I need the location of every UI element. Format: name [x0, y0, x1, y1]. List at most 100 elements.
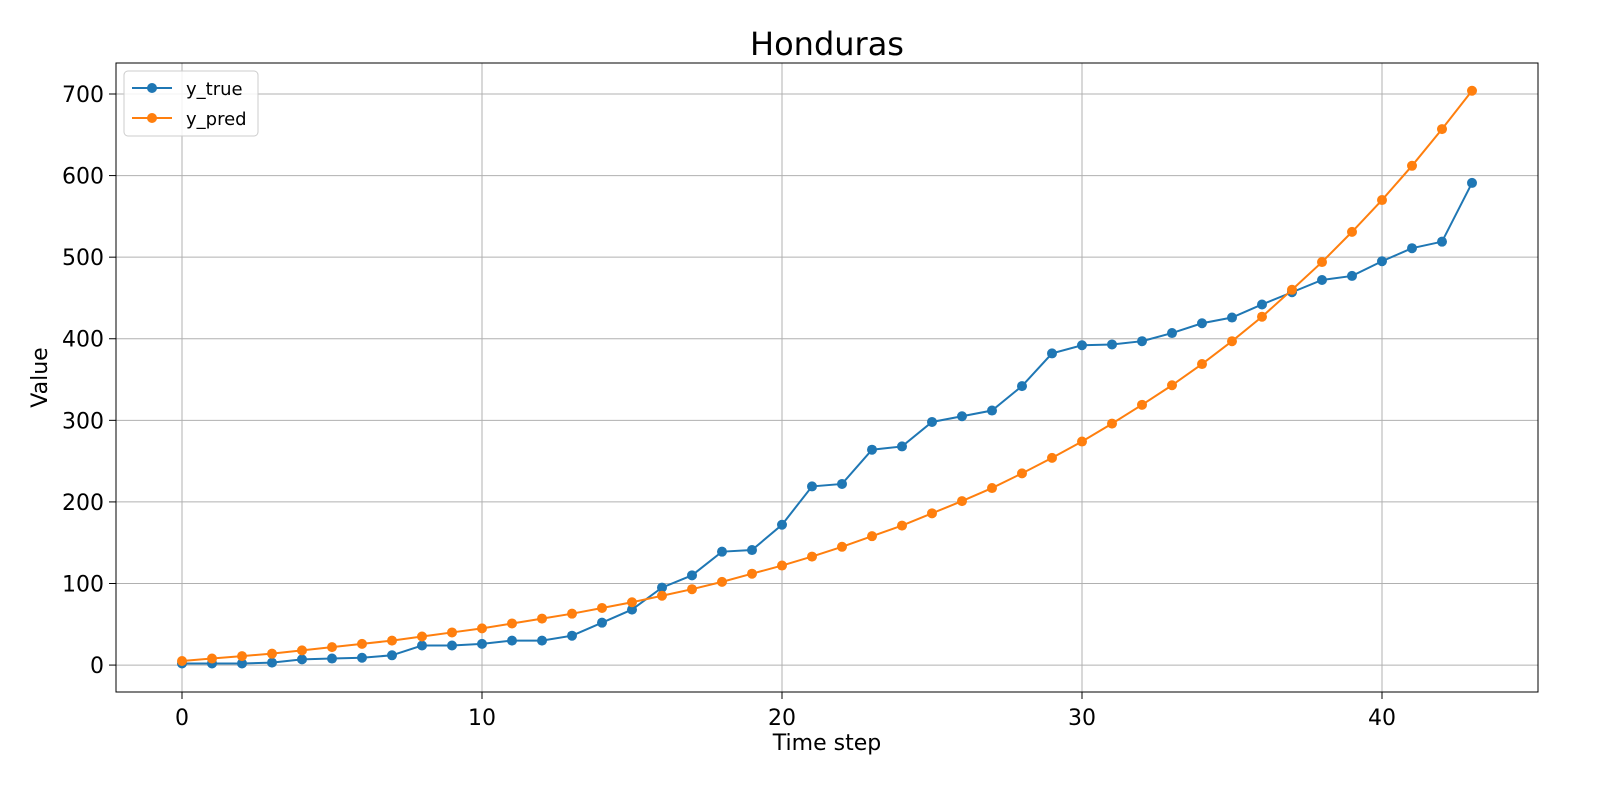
- data-point-y_pred: [837, 541, 847, 552]
- y-axis-label: Value: [28, 347, 53, 407]
- legend-marker-y_true: [147, 83, 157, 93]
- data-point-y_pred: [717, 576, 727, 587]
- data-point-y_pred: [507, 618, 517, 629]
- data-point-y_pred: [267, 648, 277, 659]
- data-point-y_pred: [1317, 257, 1327, 268]
- data-point-y_true: [357, 652, 367, 663]
- data-point-y_true: [1047, 348, 1057, 359]
- data-point-y_pred: [597, 602, 607, 613]
- data-point-y_pred: [1407, 160, 1417, 171]
- y-tick-label: 200: [62, 491, 104, 516]
- data-point-y_pred: [447, 627, 457, 638]
- data-point-y_true: [267, 657, 277, 668]
- data-point-y_true: [837, 478, 847, 489]
- y-tick-label: 700: [62, 83, 104, 108]
- data-point-y_true: [807, 481, 817, 492]
- data-point-y_true: [1017, 381, 1027, 392]
- legend: y_true y_pred: [123, 70, 259, 137]
- data-point-y_pred: [897, 520, 907, 531]
- data-point-y_pred: [387, 635, 397, 646]
- data-point-y_true: [1167, 328, 1177, 339]
- data-point-y_pred: [1197, 359, 1207, 370]
- data-point-y_true: [1227, 312, 1237, 323]
- data-point-y_pred: [657, 590, 667, 601]
- data-point-y_true: [507, 635, 517, 646]
- data-point-y_pred: [537, 613, 547, 624]
- data-point-y_true: [957, 411, 967, 422]
- chart-title: Honduras: [750, 25, 904, 63]
- data-point-y_pred: [957, 496, 967, 507]
- data-point-y_pred: [867, 531, 877, 542]
- y-tick-label: 100: [62, 572, 104, 597]
- data-point-y_pred: [1287, 284, 1297, 295]
- data-point-y_pred: [927, 508, 937, 519]
- data-point-y_pred: [1077, 436, 1087, 447]
- data-point-y_true: [447, 640, 457, 651]
- data-point-y_true: [1077, 340, 1087, 351]
- plot-frame: [115, 62, 1539, 693]
- data-point-y_pred: [1107, 418, 1117, 429]
- data-point-y_true: [897, 441, 907, 452]
- data-point-y_true: [867, 444, 877, 455]
- data-point-y_pred: [207, 653, 217, 664]
- data-point-y_pred: [567, 608, 577, 619]
- series-y_true: [177, 177, 1477, 669]
- y-tick-label: 600: [62, 165, 104, 190]
- x-tick-label: 10: [468, 706, 496, 731]
- data-point-y_pred: [237, 651, 247, 662]
- data-point-y_pred: [627, 597, 637, 608]
- legend-item-y_true: y_true: [132, 79, 243, 100]
- data-point-y_pred: [1377, 195, 1387, 206]
- data-point-y_true: [567, 630, 577, 641]
- data-point-y_pred: [417, 631, 427, 642]
- data-point-y_pred: [1227, 336, 1237, 347]
- series-line-y_true: [182, 182, 1473, 665]
- data-point-y_pred: [327, 642, 337, 653]
- series-layer: [177, 85, 1477, 669]
- data-point-y_true: [747, 545, 757, 556]
- data-point-y_true: [717, 546, 727, 557]
- data-point-y_pred: [1257, 311, 1267, 322]
- data-point-y_pred: [1347, 226, 1357, 237]
- x-tick-label: 30: [1068, 706, 1096, 731]
- data-point-y_pred: [177, 655, 187, 666]
- data-point-y_true: [927, 416, 937, 427]
- data-point-y_true: [477, 638, 487, 649]
- y-tick-label: 0: [90, 654, 104, 679]
- data-point-y_true: [1377, 256, 1387, 267]
- data-point-y_pred: [477, 623, 487, 634]
- data-point-y_true: [1437, 236, 1447, 247]
- grid-lines: [116, 63, 1538, 692]
- data-point-y_true: [597, 617, 607, 628]
- data-point-y_true: [1317, 275, 1327, 286]
- x-tick-label: 40: [1368, 706, 1396, 731]
- data-point-y_pred: [1017, 468, 1027, 479]
- data-point-y_pred: [807, 551, 817, 562]
- data-point-y_pred: [687, 584, 697, 595]
- data-point-y_true: [657, 582, 667, 593]
- legend-item-y_pred: y_pred: [132, 109, 247, 130]
- data-point-y_true: [537, 635, 547, 646]
- data-point-y_true: [387, 650, 397, 661]
- data-point-y_true: [777, 519, 787, 530]
- legend-label-y_pred: y_pred: [186, 109, 247, 130]
- y-tick-label: 400: [62, 328, 104, 353]
- data-point-y_pred: [297, 645, 307, 656]
- data-point-y_true: [1407, 243, 1417, 254]
- data-point-y_true: [417, 640, 427, 651]
- data-point-y_pred: [1467, 85, 1477, 96]
- data-point-y_true: [1137, 336, 1147, 347]
- x-tick-label: 0: [175, 706, 189, 731]
- data-point-y_true: [627, 604, 637, 615]
- legend-marker-y_pred: [147, 113, 157, 123]
- data-point-y_true: [1257, 299, 1267, 310]
- x-axis-label: Time step: [772, 731, 881, 756]
- data-point-y_pred: [1137, 399, 1147, 410]
- data-point-y_pred: [1047, 452, 1057, 463]
- data-point-y_true: [1197, 318, 1207, 329]
- data-point-y_true: [327, 653, 337, 664]
- data-point-y_pred: [357, 638, 367, 649]
